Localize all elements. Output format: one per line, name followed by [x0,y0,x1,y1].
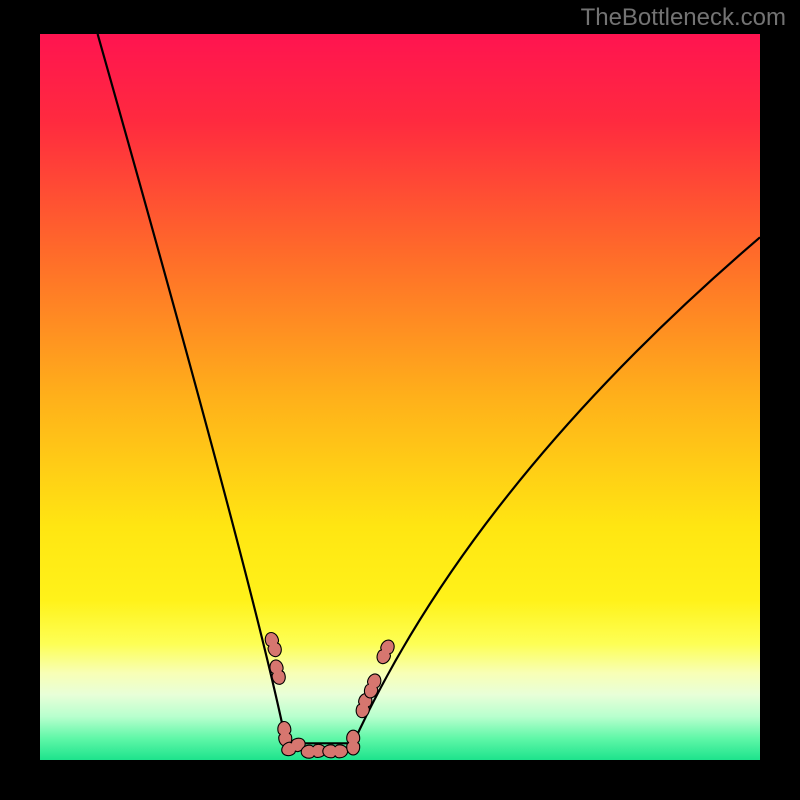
marker-6 [347,730,360,755]
chart-frame: TheBottleneck.com [0,0,800,800]
watermark-text: TheBottleneck.com [581,4,786,32]
marker-5 [323,745,348,758]
marker-shape [347,730,360,755]
marker-shape [323,745,348,758]
chart-svg [0,0,800,800]
